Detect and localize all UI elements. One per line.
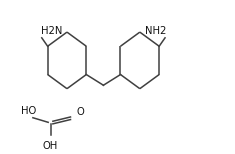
Text: HO: HO — [21, 106, 36, 116]
Text: H2N: H2N — [41, 26, 62, 36]
Text: NH2: NH2 — [145, 26, 166, 36]
Text: O: O — [76, 107, 84, 117]
Text: OH: OH — [43, 141, 58, 151]
